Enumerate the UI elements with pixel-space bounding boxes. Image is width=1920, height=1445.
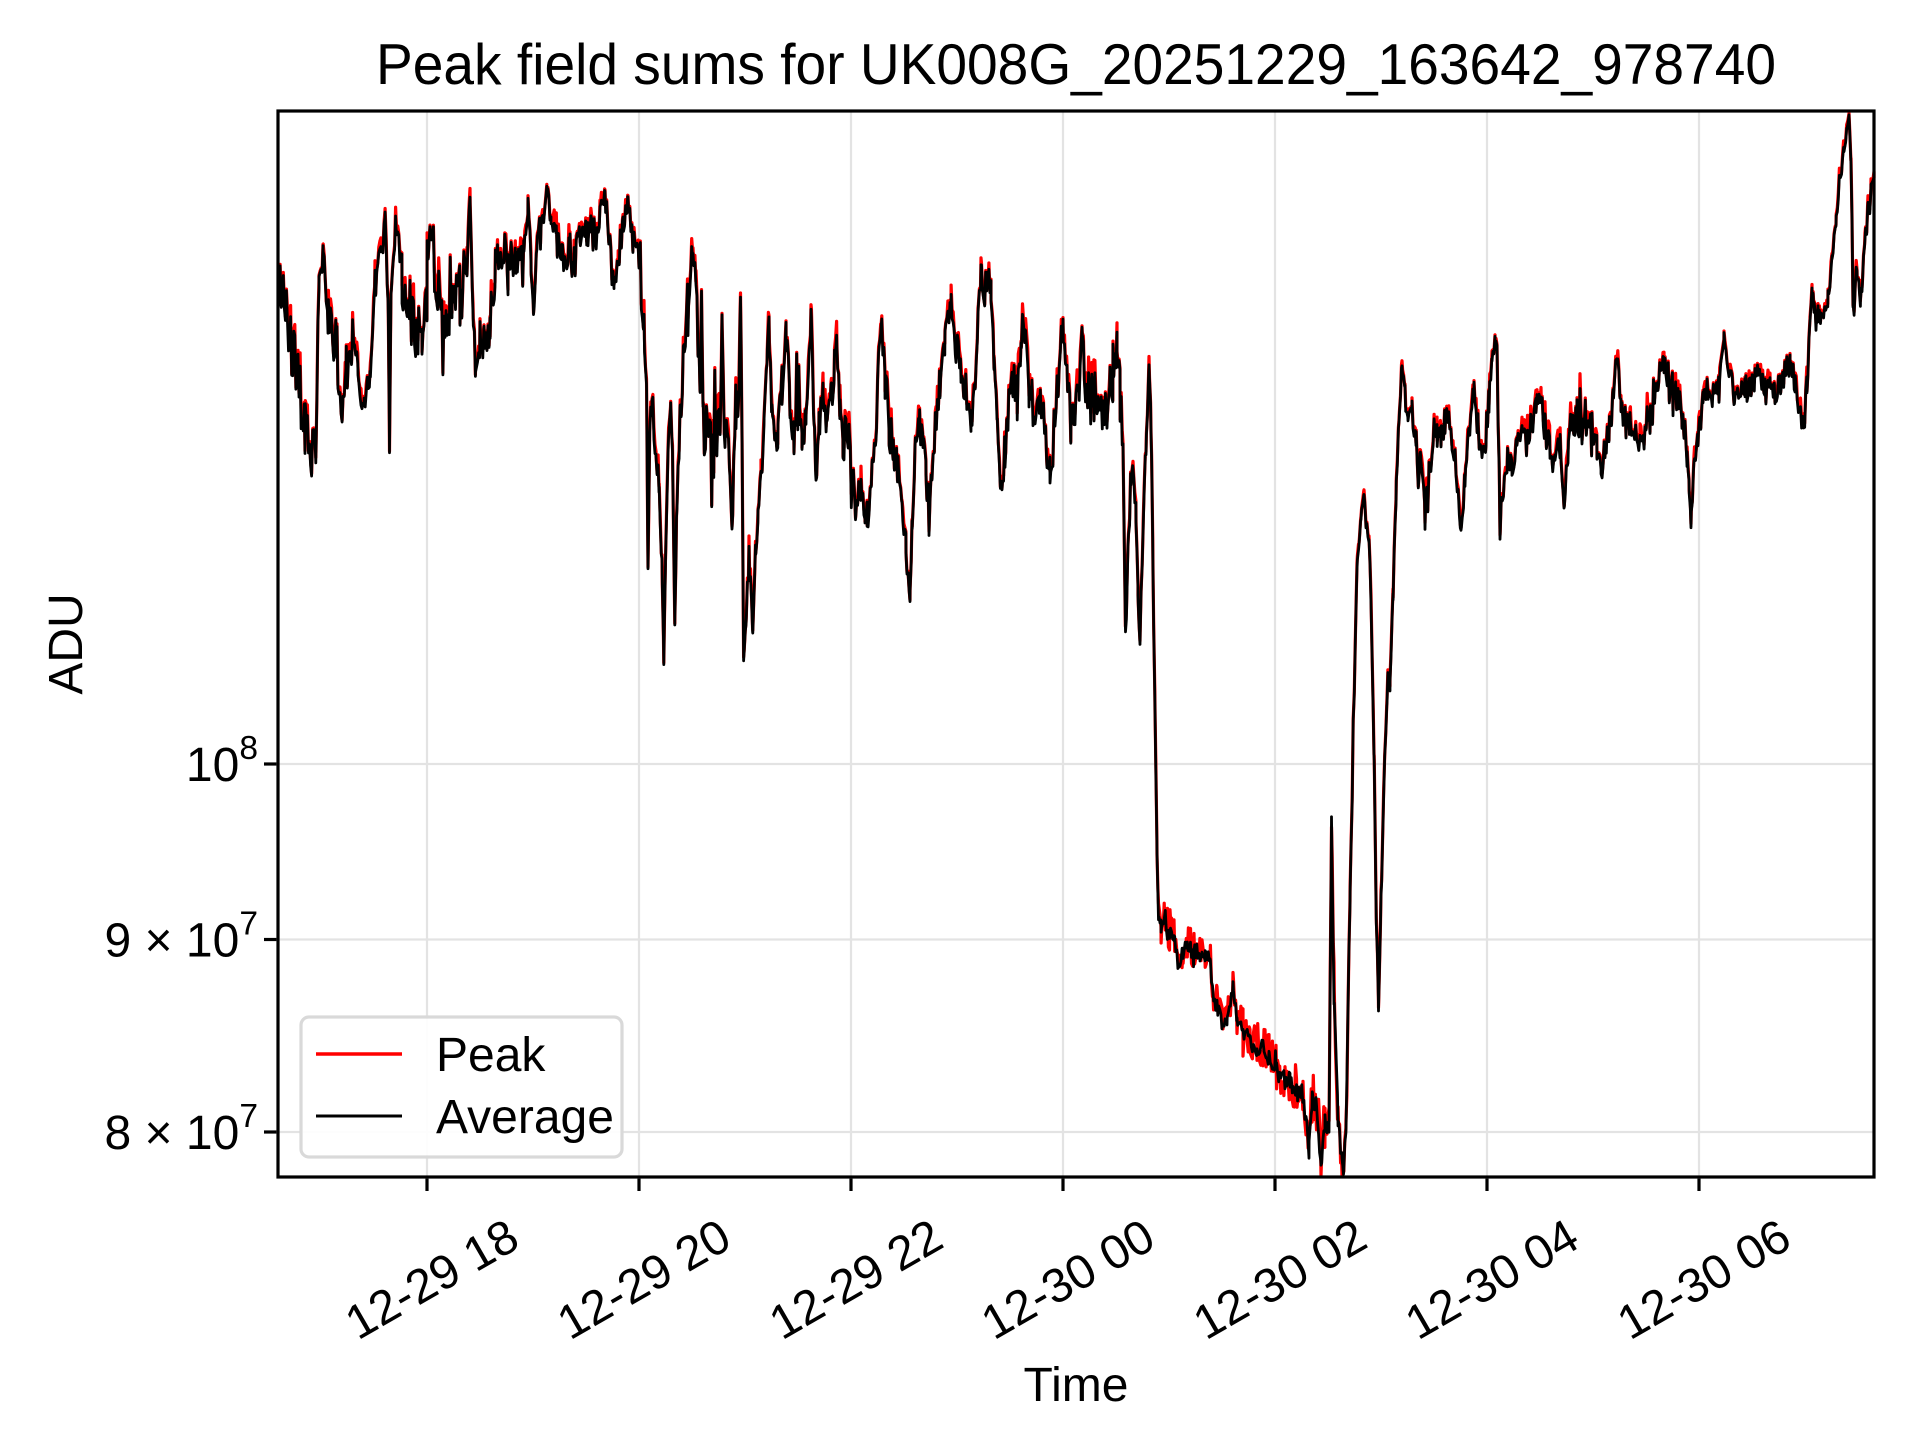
svg-text:9 × 107: 9 × 107 xyxy=(105,906,258,968)
svg-text:Peak field sums for UK008G_202: Peak field sums for UK008G_20251229_1636… xyxy=(376,33,1776,97)
svg-text:Time: Time xyxy=(1024,1359,1129,1412)
svg-text:Peak: Peak xyxy=(436,1029,546,1082)
svg-text:Average: Average xyxy=(436,1091,614,1144)
svg-text:ADU: ADU xyxy=(40,593,93,694)
svg-text:8 × 107: 8 × 107 xyxy=(105,1098,258,1160)
